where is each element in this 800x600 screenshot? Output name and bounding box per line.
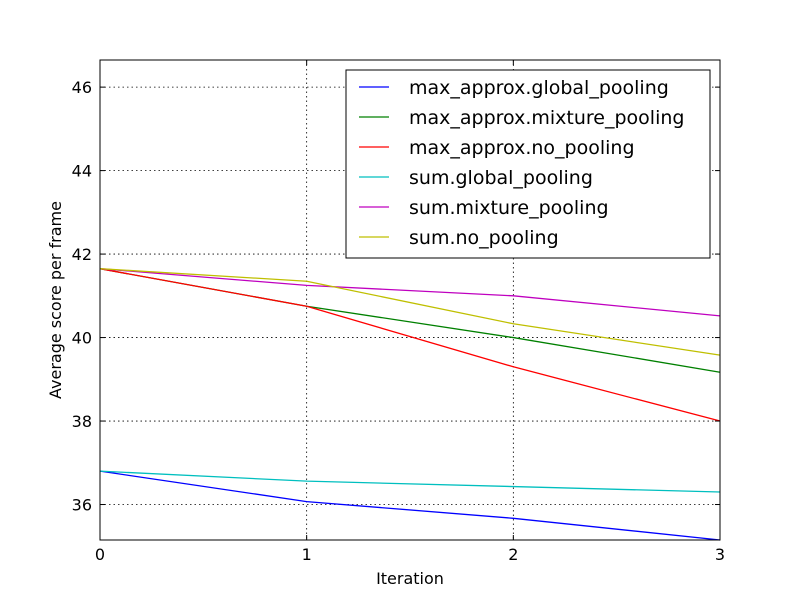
- series-line-max-approx-no-pooling: [99, 268, 721, 422]
- series-lines: [99, 268, 721, 541]
- legend-label: max_approx.global_pooling: [409, 77, 669, 99]
- x-axis-label: Iteration: [376, 569, 444, 588]
- plot-frame: [99, 59, 721, 541]
- y-tick-label: 44: [72, 162, 92, 181]
- y-tick-label: 42: [72, 245, 92, 264]
- legend-label: sum.mixture_pooling: [409, 197, 609, 219]
- legend-label: max_approx.mixture_pooling: [409, 107, 684, 129]
- axis-ticks: 0 1 2 3 36 38 40 42 44 46: [72, 60, 725, 564]
- legend-label: sum.global_pooling: [409, 167, 593, 189]
- x-tick-label: 0: [95, 545, 105, 564]
- legend-label: max_approx.no_pooling: [409, 137, 635, 159]
- y-tick-label: 46: [72, 78, 92, 97]
- series-line-max-approx-global-pooling: [99, 470, 721, 541]
- x-tick-label: 1: [302, 545, 312, 564]
- x-tick-label: 2: [508, 545, 518, 564]
- series-line-sum-global-pooling: [99, 470, 721, 493]
- legend: max_approx.global_pooling max_approx.mixt…: [345, 69, 711, 259]
- y-tick-label: 40: [72, 329, 92, 348]
- series-line-sum-no-pooling: [99, 268, 721, 356]
- y-tick-label: 38: [72, 412, 92, 431]
- legend-label: sum.no_pooling: [409, 227, 559, 249]
- y-tick-label: 36: [72, 496, 92, 515]
- legend-box: [345, 69, 711, 259]
- x-tick-label: 3: [715, 545, 725, 564]
- series-line-sum-mixture-pooling: [99, 268, 721, 317]
- y-axis-label: Average score per frame: [46, 201, 65, 399]
